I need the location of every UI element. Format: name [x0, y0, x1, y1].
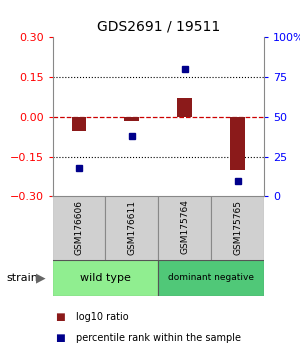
- Bar: [211, 196, 264, 260]
- Text: GSM176606: GSM176606: [74, 200, 83, 255]
- Bar: [52, 196, 105, 260]
- Text: GSM176611: GSM176611: [127, 200, 136, 255]
- Text: GSM175765: GSM175765: [233, 200, 242, 255]
- Bar: [158, 196, 211, 260]
- Text: dominant negative: dominant negative: [168, 273, 254, 282]
- Title: GDS2691 / 19511: GDS2691 / 19511: [97, 19, 220, 33]
- Text: strain: strain: [6, 273, 38, 283]
- Bar: [230, 117, 245, 170]
- Text: GSM175764: GSM175764: [180, 200, 189, 255]
- Bar: [52, 260, 158, 296]
- Bar: [71, 117, 86, 131]
- Text: ■: ■: [56, 333, 65, 343]
- Text: percentile rank within the sample: percentile rank within the sample: [76, 333, 242, 343]
- Text: wild type: wild type: [80, 273, 131, 283]
- Text: ■: ■: [56, 312, 65, 322]
- Bar: [158, 260, 264, 296]
- Text: ▶: ▶: [36, 272, 45, 284]
- Bar: [177, 98, 192, 117]
- Bar: [105, 196, 158, 260]
- Text: log10 ratio: log10 ratio: [76, 312, 129, 322]
- Bar: [124, 117, 139, 121]
